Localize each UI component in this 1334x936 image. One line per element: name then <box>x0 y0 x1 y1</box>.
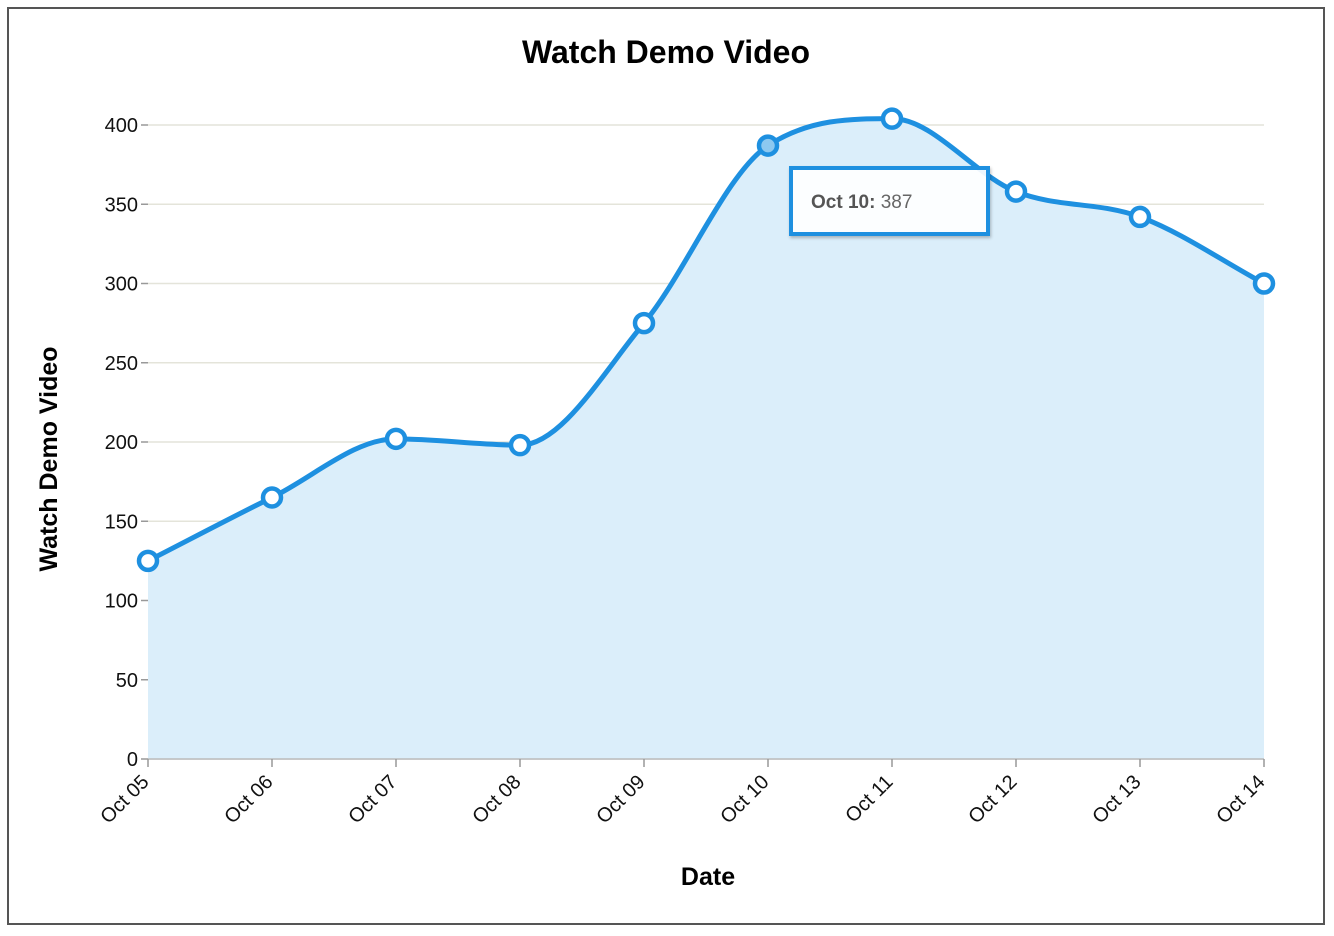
data-point[interactable] <box>260 486 284 509</box>
x-tick-label: Oct 11 <box>841 771 897 827</box>
data-point[interactable] <box>756 134 780 157</box>
y-axis-ticks: 0 50 100 150 200 250 300 350 400 <box>105 115 148 771</box>
data-points <box>136 107 1276 573</box>
data-point[interactable] <box>1128 205 1152 229</box>
y-tick-label: 250 <box>105 353 138 375</box>
y-tick-label: 300 <box>105 274 138 296</box>
x-tick-label: Oct 13 <box>1088 771 1145 828</box>
tooltip-value: 387 <box>880 192 913 213</box>
area-fill <box>148 118 1264 759</box>
data-tooltip: Oct 10: 387 <box>789 166 990 236</box>
data-point[interactable] <box>508 433 532 457</box>
data-point[interactable] <box>384 427 408 451</box>
x-tick-label: Oct 14 <box>1212 771 1269 828</box>
y-tick-label: 50 <box>116 670 138 692</box>
x-tick-label: Oct 10 <box>716 771 773 828</box>
x-tick-label: Oct 07 <box>344 771 401 828</box>
tooltip-label: Oct 10: <box>811 192 876 213</box>
data-point[interactable] <box>1004 180 1028 203</box>
series-line <box>146 116 1266 564</box>
data-point[interactable] <box>632 311 656 335</box>
y-tick-label: 150 <box>105 511 138 533</box>
x-axis: Oct 05 Oct 06 Oct 07 Oct 08 Oct 09 Oct 10 Oct … <box>96 758 1270 828</box>
x-axis-title: Date <box>681 863 735 891</box>
data-point[interactable] <box>136 549 160 573</box>
data-point[interactable] <box>880 107 904 130</box>
x-tick-label: Oct 09 <box>592 771 649 828</box>
chart-title: Watch Demo Video <box>522 34 810 70</box>
x-tick-label: Oct 06 <box>220 771 277 828</box>
x-tick-label: Oct 12 <box>964 771 1021 828</box>
data-point[interactable] <box>1252 272 1276 295</box>
x-tick-label: Oct 05 <box>96 771 153 828</box>
x-tick-label: Oct 08 <box>468 771 525 828</box>
y-tick-label: 100 <box>105 591 138 613</box>
y-tick-label: 0 <box>127 749 138 771</box>
y-tick-label: 400 <box>105 115 138 137</box>
y-tick-label: 350 <box>105 194 138 216</box>
y-tick-label: 200 <box>105 432 138 454</box>
y-axis-title: Watch Demo Video <box>35 346 63 571</box>
